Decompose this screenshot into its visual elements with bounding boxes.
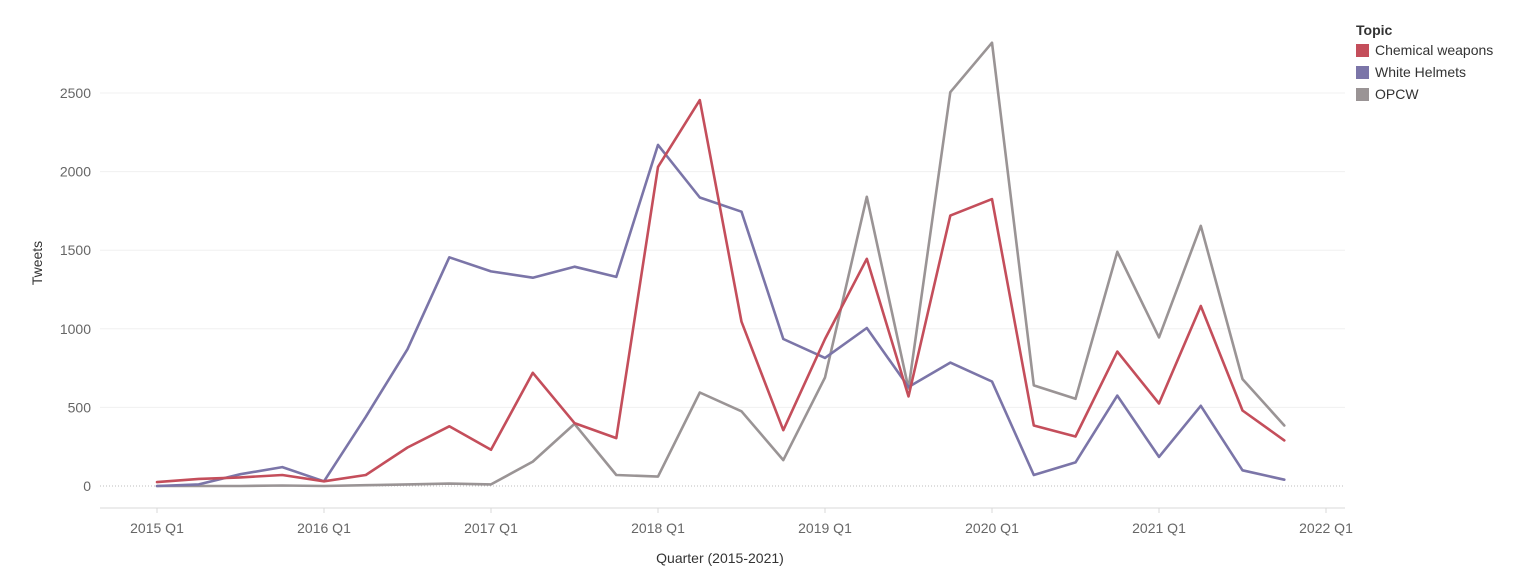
y-tick-label: 2500	[60, 85, 91, 101]
gridlines	[100, 92, 1345, 509]
legend-swatch-opcw	[1356, 87, 1369, 101]
x-tick-label: 2022 Q1	[1299, 520, 1353, 536]
legend-item-white-helmets[interactable]: White Helmets	[1356, 61, 1493, 83]
series-line-white-helmets[interactable]	[155, 143, 1286, 488]
legend-label-opcw: OPCW	[1375, 86, 1419, 102]
legend-item-opcw[interactable]: OPCW	[1356, 83, 1493, 105]
y-tick-label: 1500	[60, 242, 91, 258]
x-axis-title: Quarter (2015-2021)	[656, 550, 784, 566]
series-line-opcw[interactable]	[155, 41, 1286, 488]
legend-label-chemical-weapons: Chemical weapons	[1375, 42, 1494, 58]
legend: Topic Chemical weapons White Helmets OPC…	[1356, 22, 1493, 105]
legend-title: Topic	[1356, 22, 1393, 38]
legend-swatch-chemical-weapons	[1356, 43, 1369, 57]
x-tick-label: 2019 Q1	[798, 520, 852, 536]
x-tick-label: 2020 Q1	[965, 520, 1019, 536]
series-line-chemical-weapons[interactable]	[155, 98, 1286, 484]
y-tick-label: 500	[68, 399, 92, 415]
y-tick-label: 0	[83, 478, 91, 494]
y-axis-ticks: 0 500 1000 1500 2000 2500	[60, 85, 91, 494]
x-axis-ticks: 2015 Q1 2016 Q1 2017 Q1 2018 Q1 2019 Q1 2020 …	[130, 508, 1353, 536]
x-tick-label: 2021 Q1	[1132, 520, 1186, 536]
x-tick-label: 2016 Q1	[297, 520, 351, 536]
y-tick-label: 1000	[60, 321, 91, 337]
x-tick-label: 2015 Q1	[130, 520, 184, 536]
legend-swatch-white-helmets	[1356, 65, 1369, 79]
legend-label-white-helmets: White Helmets	[1375, 64, 1467, 80]
series-lines	[155, 41, 1286, 488]
x-tick-label: 2017 Q1	[464, 520, 518, 536]
y-axis-title: Tweets	[29, 241, 45, 285]
y-tick-label: 2000	[60, 164, 91, 180]
legend-item-chemical-weapons[interactable]: Chemical weapons	[1356, 39, 1493, 61]
x-tick-label: 2018 Q1	[631, 520, 685, 536]
